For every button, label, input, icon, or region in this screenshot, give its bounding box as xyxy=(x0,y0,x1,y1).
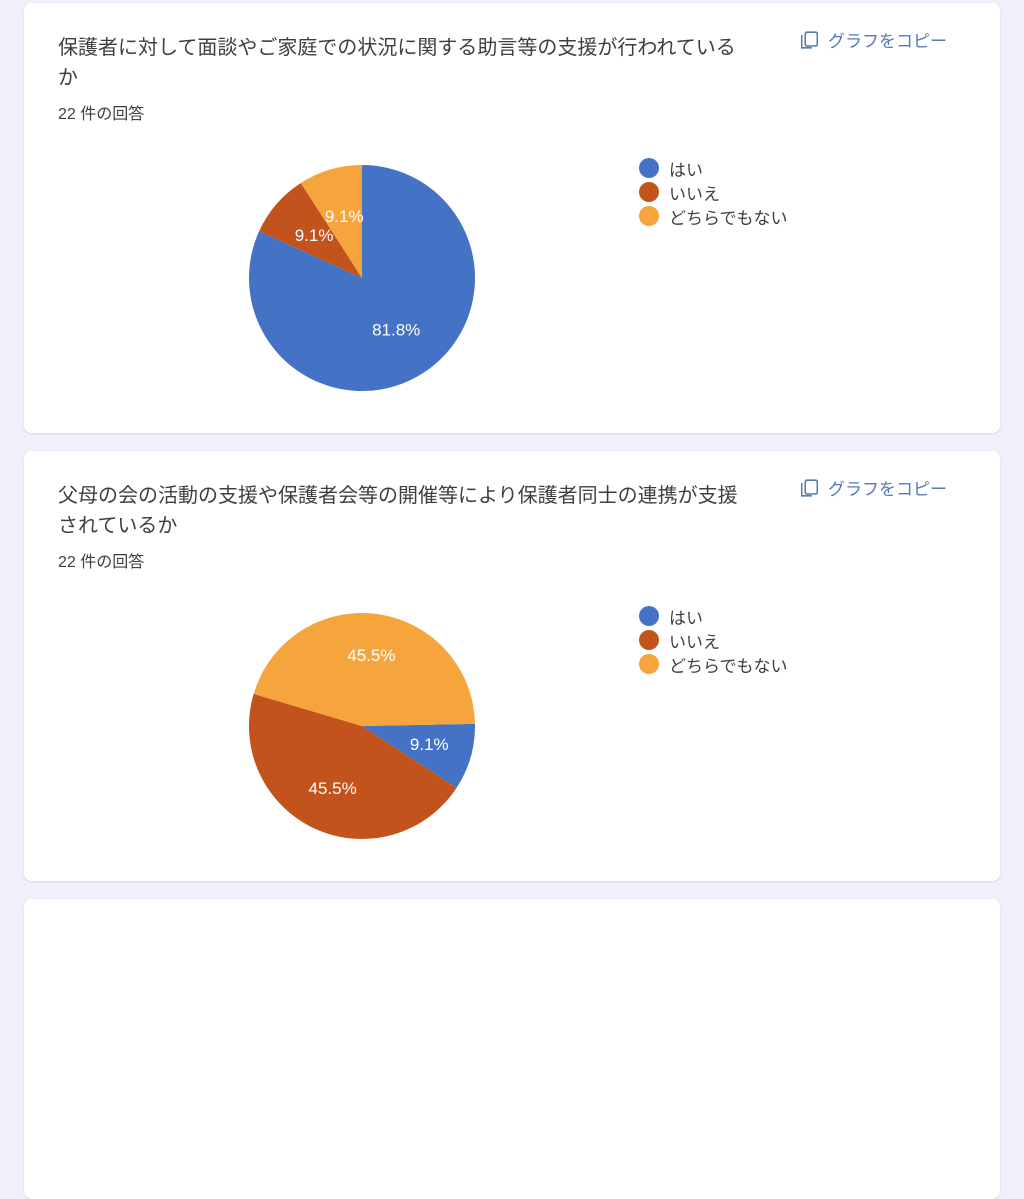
svg-text:45.5%: 45.5% xyxy=(347,646,395,665)
svg-text:45.5%: 45.5% xyxy=(308,779,356,798)
svg-text:81.8%: 81.8% xyxy=(372,321,420,340)
svg-text:9.1%: 9.1% xyxy=(410,735,449,754)
svg-text:9.1%: 9.1% xyxy=(325,207,364,226)
svg-text:9.1%: 9.1% xyxy=(295,226,334,245)
